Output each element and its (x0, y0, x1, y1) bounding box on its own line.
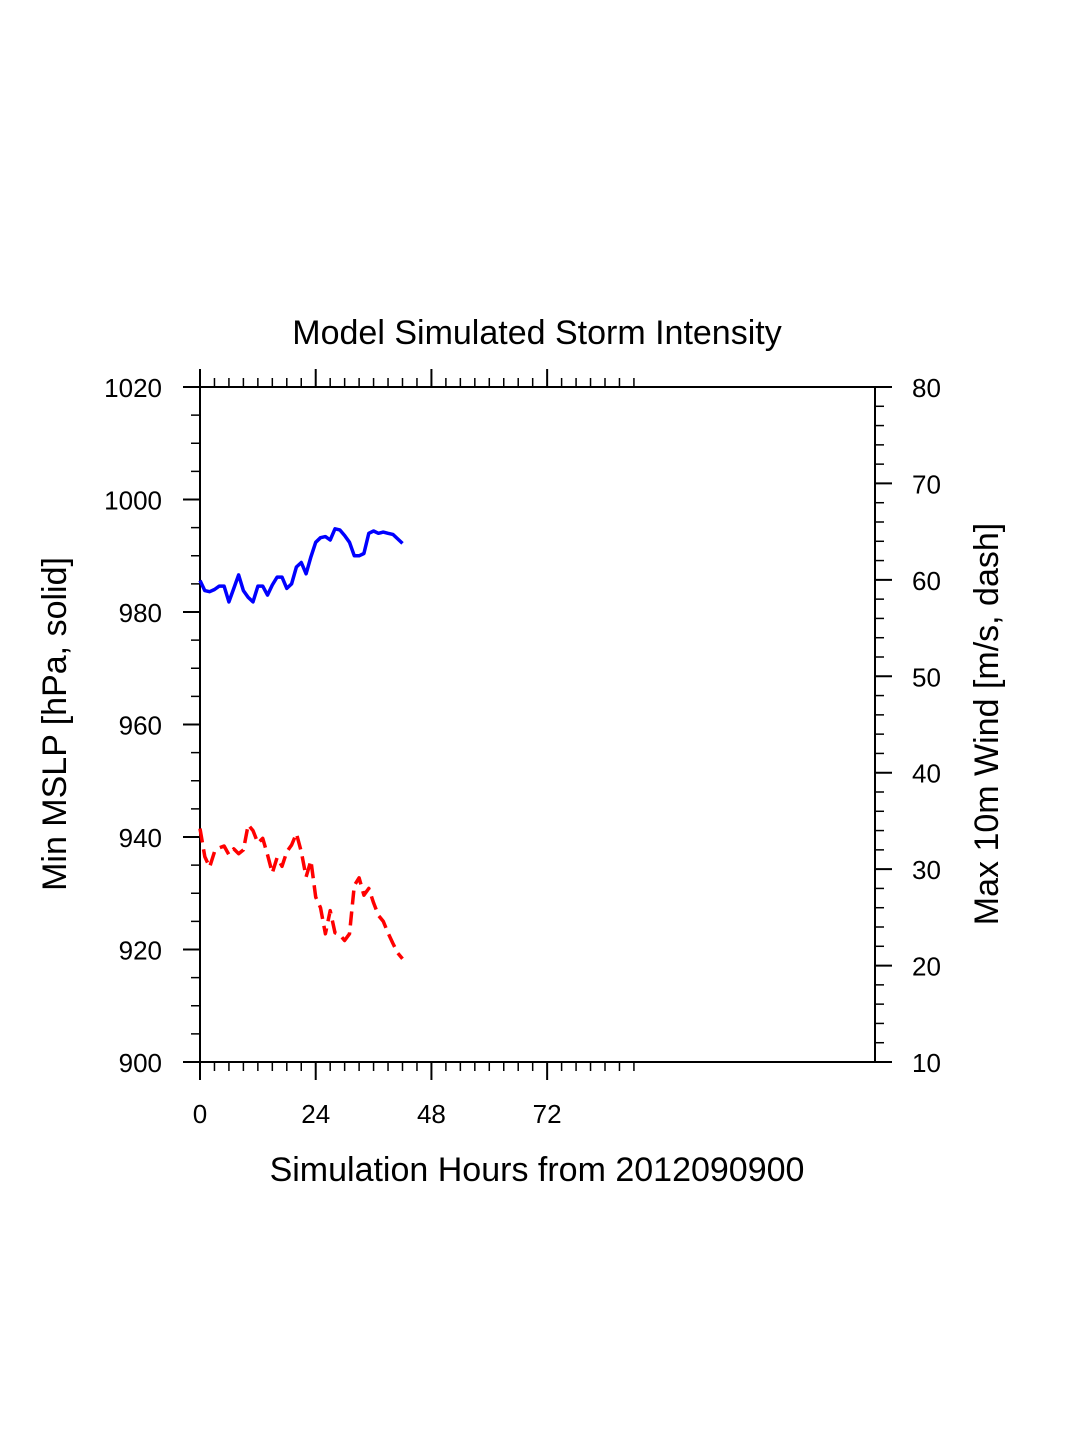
y-axis-right: 10 20 30 40 50 60 70 80 (875, 373, 941, 1078)
y-right-tick-label: 80 (912, 373, 941, 403)
y-axis-right-label: Max 10m Wind [m/s, dash] (968, 523, 1006, 925)
y-left-tick-label: 1000 (104, 486, 162, 516)
y-left-tick-label: 900 (119, 1048, 162, 1078)
y-right-tick-label: 70 (912, 469, 941, 499)
y-left-tick-label: 940 (119, 823, 162, 853)
x-axis: 0 24 48 72 (193, 369, 635, 1129)
y-right-tick-label: 30 (912, 855, 941, 885)
x-tick-label: 72 (533, 1099, 562, 1129)
x-tick-label: 48 (417, 1099, 446, 1129)
y-axis-left-label: Min MSLP [hPa, solid] (36, 557, 74, 891)
y-right-tick-label: 50 (912, 662, 941, 692)
y-right-tick-label: 60 (912, 566, 941, 596)
x-tick-label: 24 (301, 1099, 330, 1129)
y-axis-left: 900 920 940 960 980 1000 1020 (104, 373, 200, 1078)
y-right-tick-label: 20 (912, 952, 941, 982)
plot-frame (199, 386, 876, 1063)
y-left-tick-label: 960 (119, 711, 162, 741)
y-right-tick-label: 40 (912, 759, 941, 789)
series-layer (198, 527, 404, 960)
max-wind-dashed-line (198, 823, 404, 960)
y-left-tick-label: 920 (119, 936, 162, 966)
y-left-tick-label: 1020 (104, 373, 162, 403)
plot-border (199, 386, 876, 1063)
y-left-tick-label: 980 (119, 598, 162, 628)
chart-title: Model Simulated Storm Intensity (292, 314, 781, 352)
y-right-tick-label: 10 (912, 1048, 941, 1078)
x-tick-label: 0 (193, 1099, 207, 1129)
min-mslp-solid-line (198, 527, 404, 604)
x-axis-label: Simulation Hours from 2012090900 (270, 1151, 805, 1189)
